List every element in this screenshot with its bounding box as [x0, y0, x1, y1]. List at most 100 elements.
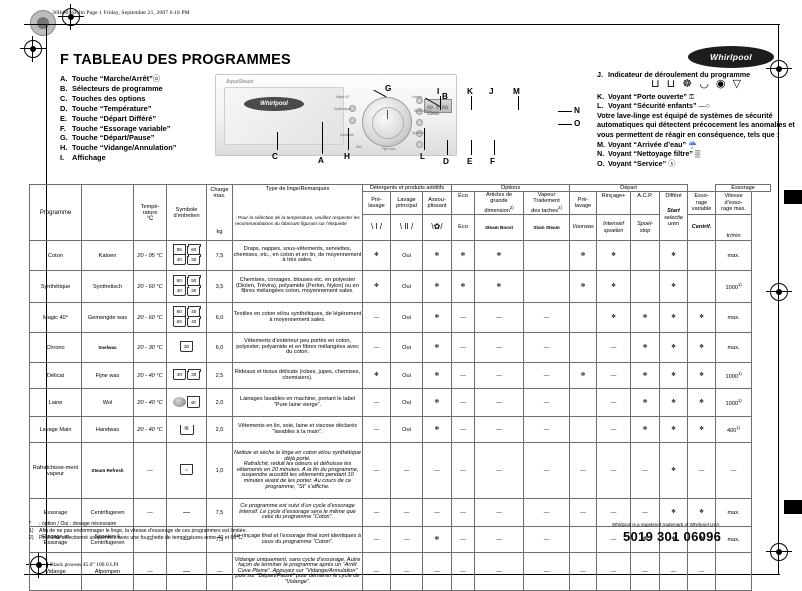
- programme-remark: Rideaux et tissus délicats (robes, jupes…: [234, 368, 361, 381]
- cell-essorage-variable: ✻: [687, 388, 717, 418]
- callout-H: H: [344, 152, 350, 161]
- legend-label: Voyant “Porte ouverte”: [608, 91, 687, 101]
- cell-prelavage: —: [362, 388, 391, 418]
- table-row: Coton Katoen 20 - 95 °C 95 60 40 30 7,5 Draps, n…: [29, 240, 771, 272]
- option-button-4[interactable]: [416, 108, 423, 115]
- col-acp: A.C.P.: [630, 190, 661, 216]
- cell-eco: —: [451, 442, 475, 500]
- programme-temperature: 20 - 40 °C: [133, 388, 167, 418]
- door-open-icon: ⚿: [688, 91, 695, 101]
- cell-prelavage-2: —: [569, 442, 598, 500]
- callout-arrow-D: [447, 140, 448, 155]
- col-differe: Différé Start selectie uren: [659, 190, 689, 242]
- programme-remark-cell: Chemises, corsages, blouses etc. en poly…: [232, 270, 363, 304]
- legend-label: Touche “Départ/Pause”: [72, 133, 155, 143]
- option-button-1[interactable]: [349, 105, 356, 112]
- programme-temperature: 20 - 60 °C: [133, 302, 167, 334]
- cell-eco: ✻: [451, 240, 475, 272]
- callout-J: J: [489, 87, 494, 96]
- legend-item-m: M. Voyant “Arrivée d’eau” ☔: [597, 140, 797, 149]
- programme-badge: Steam Refresh: [91, 468, 124, 474]
- option-button-2[interactable]: [349, 117, 356, 124]
- legend-item: F. Touche “Essorage variable”: [60, 124, 210, 134]
- page-title: F TABLEAU DES PROGRAMMES: [60, 52, 291, 68]
- programme-name-fr: Synthétique: [29, 270, 82, 304]
- programme-max-load: 3,5: [206, 270, 233, 304]
- programme-max-load: 2,0: [206, 416, 233, 444]
- legend-label: Voyant “Sécurité enfants”: [608, 100, 697, 110]
- cell-assouplissant: ✻: [422, 388, 452, 418]
- legend-key: N.: [597, 149, 605, 159]
- cell-eco: —: [451, 332, 475, 364]
- legend-key: F.: [60, 123, 66, 133]
- footnote-row: 2) Peut-être sélectionné uniquement avec …: [29, 535, 247, 542]
- child-lock-icon: —○: [698, 100, 711, 110]
- legend-item: I. Affichage: [60, 153, 210, 163]
- cell-prelavage-2: [569, 416, 598, 444]
- registration-mark-left: [20, 36, 46, 62]
- legend-label: Touche “Marche/Arrêt”: [72, 74, 153, 83]
- callout-arrow-A: [322, 122, 323, 154]
- cell-articles-grande-dimension: —: [474, 442, 524, 500]
- care-symbol-30: 30: [187, 371, 201, 381]
- cell-prelavage: —: [362, 302, 391, 334]
- no-care-symbol: —: [183, 536, 190, 544]
- option-button-7[interactable]: [416, 141, 423, 148]
- intensief-spoelen-label: Intensief spoelen: [596, 214, 632, 242]
- cell-eco: —: [451, 498, 475, 528]
- footnote-key: 2): [29, 534, 34, 541]
- col-vapeur-taches: Vapeur Traitement des taches2): [522, 190, 571, 216]
- cell-acp: ✻: [630, 332, 661, 364]
- legend-item-k: K. Voyant “Porte ouverte” ⚿: [597, 92, 797, 101]
- programme-max-load: 6,0: [206, 302, 233, 334]
- power-button[interactable]: [372, 107, 404, 139]
- programme-remark-cell: Vêtements en lin, soie, laine et viscose…: [232, 416, 363, 444]
- legend-key: A.: [60, 74, 68, 83]
- cell-differe: ✻: [659, 332, 689, 364]
- no-care-symbol: —: [183, 568, 190, 576]
- option-button-6[interactable]: [416, 130, 423, 137]
- care-symbol-40: 40: [187, 317, 201, 327]
- legend-right: J. Indicateur de déroulement du programm…: [597, 70, 797, 168]
- cell-prelavage-2: [569, 332, 598, 364]
- program-selector-dial[interactable]: [362, 97, 412, 147]
- footnote-text: : option / Oui : dosage nécessaire: [39, 521, 117, 527]
- water-inlet-icon: ☔: [688, 140, 698, 150]
- col-type-linge: Type de linge/Remarques - Pour la sélect…: [232, 183, 363, 242]
- cell-eco: —: [451, 388, 475, 418]
- cell-articles-grande-dimension: ✻: [474, 270, 524, 304]
- programme-remark: Vêtements d’extérieur peu portés en coto…: [236, 338, 359, 356]
- programme-name-nl: Snelwas: [81, 332, 134, 364]
- callout-arrow-H: [348, 128, 349, 150]
- cell-prelavage: —: [362, 416, 391, 444]
- cell-vitesse-essorage: max.: [715, 302, 753, 334]
- programme-temperature: 20 - 40 °C: [133, 362, 167, 390]
- cell-lavage-principal: Oui: [390, 388, 423, 418]
- callout-I: I: [437, 87, 440, 96]
- legend-item: C. Touches des options: [60, 94, 210, 104]
- legend-key: M.: [597, 140, 605, 150]
- cell-articles-grande-dimension: —: [474, 362, 524, 390]
- callout-F: F: [490, 157, 496, 166]
- care-symbol-40: 40: [186, 398, 200, 408]
- cell-acp: ✻: [630, 388, 661, 418]
- programme-care-symbols: ≋: [166, 416, 207, 444]
- cell-differe: ✻: [659, 270, 689, 304]
- care-symbol-handwash: ≋: [179, 424, 194, 435]
- centrif-label: Centrif.: [687, 214, 717, 242]
- cell-prelavage: ✻: [362, 270, 391, 304]
- programme-care-symbols: —: [166, 498, 207, 528]
- cell-rincage-plus: ✻: [596, 240, 632, 272]
- col-prelavage-2: Pré- lavage: [569, 190, 598, 216]
- cell-acp: ✻: [630, 362, 661, 390]
- legend-label: Voyant “Service”: [608, 158, 667, 168]
- cell-rincage-plus: —: [596, 388, 632, 418]
- legend-key: L.: [597, 100, 604, 110]
- callout-L: L: [420, 152, 426, 161]
- cell-lavage-principal: Oui: [390, 240, 423, 272]
- programme-name-fr: Magic 40°: [29, 302, 82, 334]
- option-button-3[interactable]: [416, 97, 423, 104]
- door-brand-logo: Whirlpool: [244, 97, 304, 111]
- callout-arrow-O: [558, 124, 572, 125]
- option-button-5[interactable]: [416, 119, 423, 126]
